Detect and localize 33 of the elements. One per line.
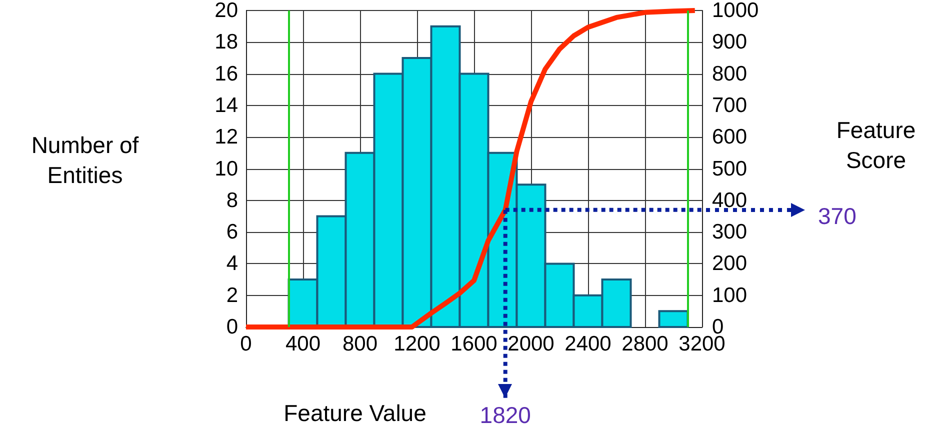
y2-tick-label: 300 — [712, 220, 748, 244]
x-axis-title: Feature Value — [284, 400, 426, 426]
y-tick-label: 0 — [226, 316, 238, 338]
x-tick-label: 2800 — [622, 332, 668, 356]
x-tick-label: 800 — [342, 332, 378, 356]
y-tick-label: 6 — [226, 220, 238, 244]
y2-axis-title: Feature Score — [836, 117, 916, 173]
y2-tick-label: 900 — [712, 30, 748, 54]
y2-tick-label: 700 — [712, 94, 748, 117]
x-tick-label: 1200 — [394, 332, 440, 356]
y2-tick-label: 1000 — [712, 0, 759, 22]
y2-tick-label: 100 — [712, 284, 748, 307]
y-tick-label: 14 — [214, 94, 238, 117]
y2-tick-label: 200 — [712, 252, 748, 276]
y-tick-label: 16 — [214, 62, 238, 86]
y-tick-label: 18 — [214, 30, 238, 54]
y-tick-label: 10 — [214, 157, 238, 180]
y2-tick-label: 400 — [712, 188, 748, 212]
y-tick-label: 2 — [226, 284, 238, 307]
y-tick-label: 12 — [214, 126, 238, 149]
y2-tick-label: 600 — [712, 126, 748, 149]
y-tick-label: 20 — [214, 0, 238, 22]
x-tick-label: 1600 — [450, 332, 498, 356]
y-tick-label: 4 — [226, 252, 238, 276]
x-tick-label: 2000 — [508, 332, 554, 356]
ref-line-label: 1820 — [480, 402, 531, 428]
y2-tick-label: 800 — [712, 62, 748, 86]
y2-tick-label: 500 — [712, 157, 748, 180]
x-tick-label: 400 — [285, 332, 321, 356]
y-tick-label: 8 — [226, 188, 238, 212]
y-axis-title: Number of Entities — [31, 132, 140, 188]
x-tick-label: 2400 — [564, 332, 612, 356]
ref-line-label: 370 — [818, 202, 856, 229]
